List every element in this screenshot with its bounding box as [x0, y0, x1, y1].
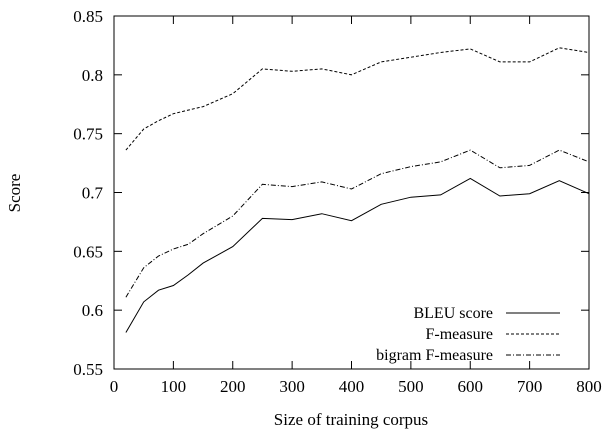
x-tick-label: 100 — [161, 377, 187, 396]
x-tick-label: 200 — [220, 377, 246, 396]
y-tick-label: 0.75 — [73, 125, 103, 144]
series-line-1 — [125, 177, 590, 333]
y-axis-label: Score — [5, 174, 24, 213]
y-tick-label: 0.6 — [82, 301, 103, 320]
y-tick-label: 0.85 — [73, 7, 103, 26]
series-line-2 — [125, 47, 590, 151]
x-tick-label: 600 — [458, 377, 484, 396]
plot-frame — [113, 15, 590, 370]
y-tick-label: 0.8 — [82, 66, 103, 85]
y-tick-label: 0.65 — [73, 242, 103, 261]
legend-label-2: F-measure — [425, 326, 493, 343]
y-tick-label: 0.7 — [82, 184, 104, 203]
x-tick-label: 700 — [517, 377, 543, 396]
legend-label-3: bigram F-measure — [376, 347, 493, 364]
legend-label-1: BLEU score — [413, 305, 493, 322]
x-tick-label: 0 — [110, 377, 119, 396]
x-tick-label: 400 — [339, 377, 365, 396]
series-line-3 — [125, 149, 590, 298]
x-tick-label: 800 — [576, 377, 602, 396]
x-axis-label: Size of training corpus — [274, 410, 428, 429]
y-tick-label: 0.55 — [73, 360, 103, 379]
x-tick-label: 500 — [398, 377, 424, 396]
x-tick-label: 300 — [279, 377, 305, 396]
